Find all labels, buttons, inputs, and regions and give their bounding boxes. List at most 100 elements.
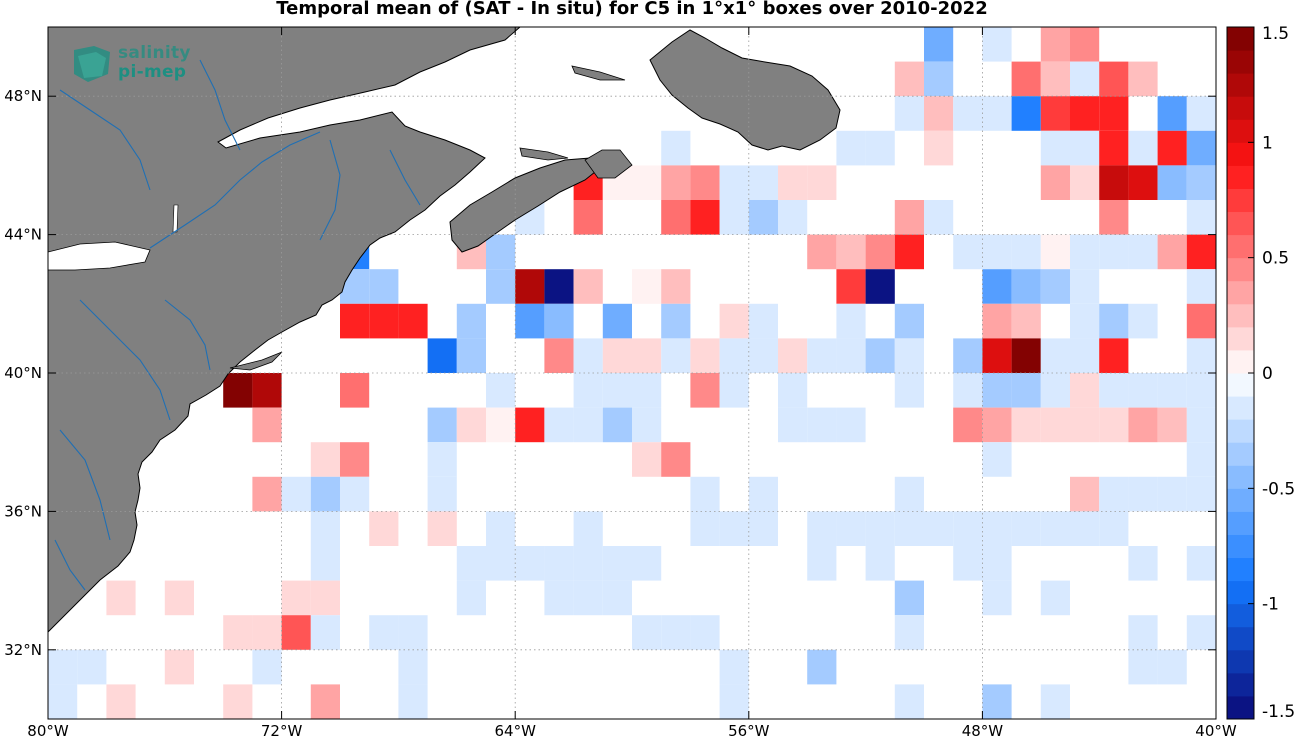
heatmap-cell xyxy=(1157,476,1187,512)
heatmap-cell xyxy=(369,303,399,339)
heatmap-cell xyxy=(1128,407,1158,443)
colorbar-segment xyxy=(1227,419,1254,443)
heatmap-cell xyxy=(340,373,370,408)
heatmap-cell xyxy=(894,303,924,339)
heatmap-cell xyxy=(1186,373,1216,408)
heatmap-cell xyxy=(223,615,253,650)
heatmap-cell xyxy=(953,407,983,443)
heatmap-cell xyxy=(1186,303,1216,339)
heatmap-cell xyxy=(486,546,516,581)
heatmap-cell xyxy=(1099,234,1129,270)
heatmap-cell xyxy=(252,476,282,512)
heatmap-cell xyxy=(1128,303,1158,339)
colorbar-segment xyxy=(1227,534,1254,559)
salinity-pimep-logo: salinity pi-mep xyxy=(72,42,202,88)
heatmap-cell xyxy=(48,684,78,719)
y-tick-label: 36°N xyxy=(4,502,42,520)
land-mass xyxy=(48,27,841,633)
heatmap-cell xyxy=(778,200,808,235)
heatmap-cell xyxy=(719,649,749,685)
heatmap-cell xyxy=(719,200,749,235)
heatmap-cell xyxy=(778,373,808,408)
heatmap-cell xyxy=(1070,338,1100,373)
heatmap-cell xyxy=(1011,338,1041,373)
x-tick-label: 48°W xyxy=(962,722,1004,740)
heatmap-cell xyxy=(1040,269,1070,304)
heatmap-cell xyxy=(632,407,662,443)
heatmap-cell xyxy=(807,546,837,581)
heatmap-cell xyxy=(310,442,340,477)
heatmap-cell xyxy=(1099,373,1129,408)
heatmap-cell xyxy=(661,130,691,166)
heatmap-cell xyxy=(1040,61,1070,97)
heatmap-cell xyxy=(807,649,837,685)
heatmap-cell xyxy=(1011,511,1041,546)
heatmap-cell xyxy=(1040,407,1070,443)
heatmap-cell xyxy=(748,200,778,235)
heatmap-cells xyxy=(48,27,1216,719)
lake-champlain xyxy=(172,204,179,233)
heatmap-cell xyxy=(632,165,662,200)
heatmap-cell xyxy=(1099,200,1129,235)
heatmap-cell xyxy=(1099,61,1129,97)
heatmap-cell xyxy=(894,615,924,650)
heatmap-cell xyxy=(164,580,194,616)
colorbar-segment xyxy=(1227,142,1254,166)
heatmap-cell xyxy=(573,373,603,408)
heatmap-cell xyxy=(1099,476,1129,512)
heatmap-cell xyxy=(661,269,691,304)
heatmap-cell xyxy=(1099,165,1129,200)
heatmap-cell xyxy=(544,338,574,373)
heatmap-cell xyxy=(602,407,632,443)
heatmap-cell xyxy=(427,338,457,373)
heatmap-cell xyxy=(456,303,486,339)
heatmap-cell xyxy=(807,165,837,200)
heatmap-cell xyxy=(573,269,603,304)
heatmap-cell xyxy=(1186,615,1216,650)
heatmap-cell xyxy=(573,407,603,443)
heatmap-cell xyxy=(515,269,545,304)
river-7 xyxy=(54,539,86,591)
heatmap-cell xyxy=(1128,476,1158,512)
heatmap-cell xyxy=(894,338,924,373)
river-4 xyxy=(164,299,211,371)
newfoundland xyxy=(649,29,841,151)
heatmap-cell xyxy=(865,338,895,373)
colorbar-segment xyxy=(1227,96,1254,120)
heatmap-cell xyxy=(690,476,720,512)
heatmap-cell xyxy=(924,96,954,131)
colorbar-tick-label: 0.5 xyxy=(1262,249,1289,269)
heatmap-cell xyxy=(1186,546,1216,581)
heatmap-cell xyxy=(1040,165,1070,200)
heatmap-cell xyxy=(1186,407,1216,443)
logo-mark-icon xyxy=(74,46,110,82)
heatmap-cell xyxy=(1128,649,1158,685)
heatmap-cell xyxy=(223,373,253,408)
heatmap-cell xyxy=(719,684,749,719)
colorbar-tick-label: 1.5 xyxy=(1262,24,1289,44)
colorbar-segment xyxy=(1227,303,1254,328)
x-tick-label: 40°W xyxy=(1195,722,1237,740)
colorbar-segment xyxy=(1227,257,1254,282)
heatmap-cell xyxy=(778,338,808,373)
heatmap-cell xyxy=(894,684,924,719)
y-tick-label: 32°N xyxy=(4,641,42,659)
heatmap-cell xyxy=(427,442,457,477)
heatmap-cell xyxy=(719,373,749,408)
heatmap-cell xyxy=(1099,407,1129,443)
heatmap-cell xyxy=(778,165,808,200)
heatmap-cell xyxy=(982,303,1012,339)
heatmap-cell xyxy=(1186,130,1216,166)
colorbar-segment xyxy=(1227,165,1254,189)
heatmap-cell xyxy=(894,476,924,512)
colorbar-tick-label: 0 xyxy=(1262,364,1273,384)
heatmap-cell xyxy=(1128,373,1158,408)
heatmap-cell xyxy=(807,338,837,373)
heatmap-cell xyxy=(1157,96,1187,131)
colorbar-tick-label: 1 xyxy=(1262,133,1273,153)
nova-scotia xyxy=(449,157,601,253)
st-lawrence-river xyxy=(149,131,321,249)
heatmap-cell xyxy=(661,165,691,200)
river-2 xyxy=(199,59,241,151)
heatmap-cell xyxy=(924,130,954,166)
